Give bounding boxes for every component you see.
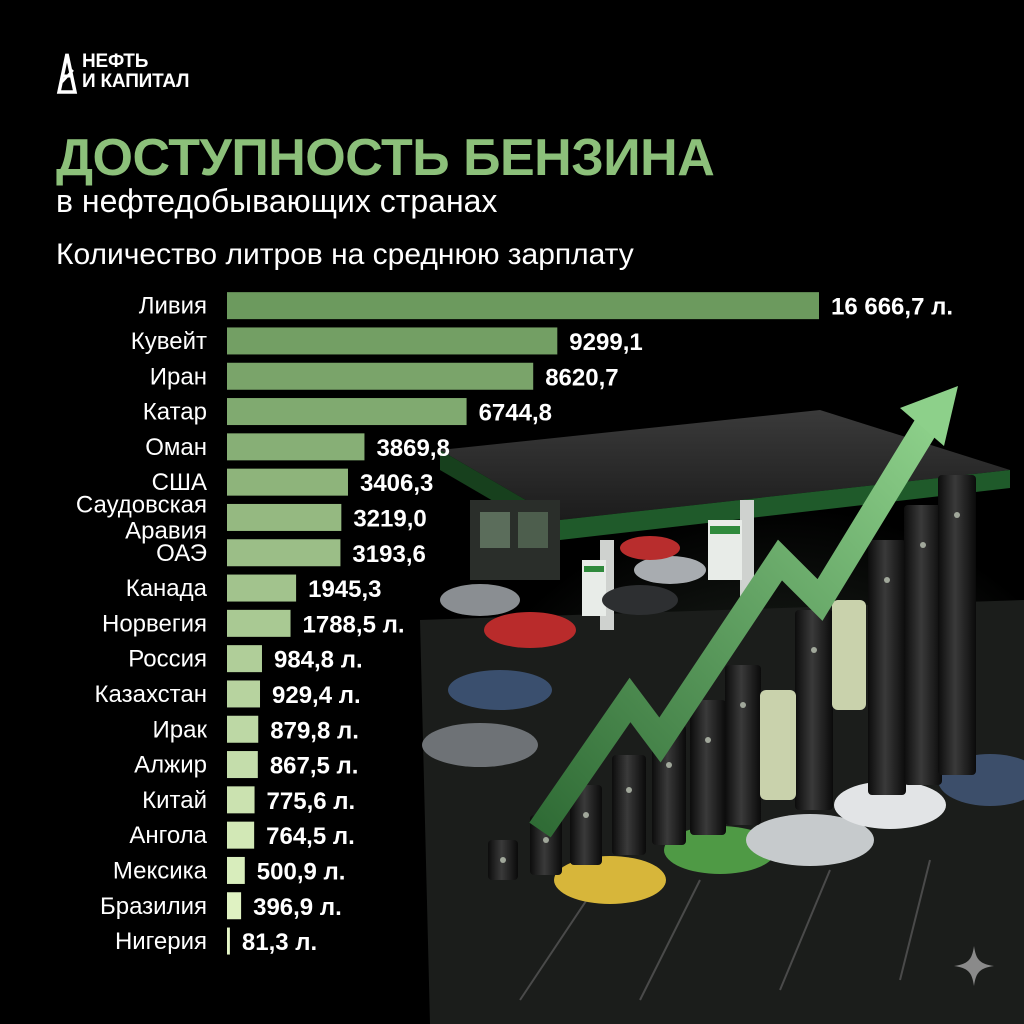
value-label: 81,3 л.	[242, 929, 317, 956]
bar	[227, 468, 348, 496]
value-label: 929,4 л.	[272, 682, 361, 709]
category-label: Казахстан	[95, 681, 207, 708]
value-label: 775,6 л.	[267, 788, 356, 815]
value-label: 6744,8	[479, 400, 552, 427]
bar	[227, 680, 261, 708]
category-label: Канада	[126, 575, 208, 602]
bar	[227, 574, 297, 602]
value-label: 867,5 л.	[270, 753, 359, 780]
category-label: Аравия	[125, 517, 207, 544]
bar	[227, 751, 258, 779]
value-label: 500,9 л.	[257, 858, 346, 885]
bar	[227, 539, 341, 567]
oil-derrick-logo-icon	[56, 53, 78, 94]
value-label: 1788,5 л.	[303, 611, 405, 638]
category-label: Кувейт	[131, 328, 207, 355]
bar	[227, 821, 255, 849]
bar	[227, 609, 291, 637]
bar	[227, 927, 230, 955]
category-label: Саудовская	[76, 491, 207, 518]
value-label: 9299,1	[569, 329, 642, 356]
bar	[227, 786, 255, 814]
bar	[227, 892, 242, 920]
value-label: 3193,6	[352, 541, 425, 568]
value-label: 3219,0	[353, 505, 426, 532]
brand-name-line-1: НЕФТЬ	[82, 51, 149, 72]
category-label: Ангола	[129, 822, 207, 849]
value-label: 764,5 л.	[266, 823, 355, 850]
category-label: Мексика	[113, 857, 208, 884]
sparkle-icon	[954, 946, 994, 986]
bar	[227, 398, 467, 426]
category-label: США	[152, 469, 207, 496]
category-label: Россия	[128, 646, 207, 673]
value-label: 879,8 л.	[270, 717, 359, 744]
category-label: Бразилия	[100, 893, 207, 920]
page-title: ДОСТУПНОСТЬ БЕНЗИНА	[56, 129, 715, 187]
bar	[227, 715, 259, 743]
bar	[227, 327, 558, 355]
value-label: 396,9 л.	[253, 894, 342, 921]
category-label: Ливия	[139, 293, 207, 320]
category-label: Ирак	[153, 716, 208, 743]
value-label: 3869,8	[376, 435, 449, 462]
category-label: Норвегия	[102, 610, 207, 637]
value-label: 8620,7	[545, 364, 618, 391]
value-label: 3406,3	[360, 470, 433, 497]
value-label: 16 666,7 л.	[831, 294, 953, 321]
bar	[227, 433, 365, 461]
bar	[227, 503, 342, 531]
category-label: Нигерия	[115, 928, 207, 955]
value-label: 984,8 л.	[274, 647, 363, 674]
category-label: Оман	[145, 434, 207, 461]
brand-name-line-2: И КАПИТАЛ	[82, 71, 190, 92]
category-label: ОАЭ	[156, 540, 207, 567]
brand-logo: НЕФТЬ И КАПИТАЛ	[56, 52, 189, 96]
bar	[227, 645, 262, 673]
category-label: Китай	[142, 787, 207, 814]
page-subtitle: в нефтедобывающих странах	[56, 183, 498, 219]
value-label: 1945,3	[308, 576, 381, 603]
category-label: Иран	[150, 363, 207, 390]
bar	[227, 362, 534, 390]
bar	[227, 856, 245, 884]
category-label: Алжир	[134, 752, 207, 779]
chart-caption: Количество литров на среднюю зарплату	[56, 238, 634, 271]
bar	[227, 292, 819, 320]
category-label: Катар	[143, 399, 207, 426]
